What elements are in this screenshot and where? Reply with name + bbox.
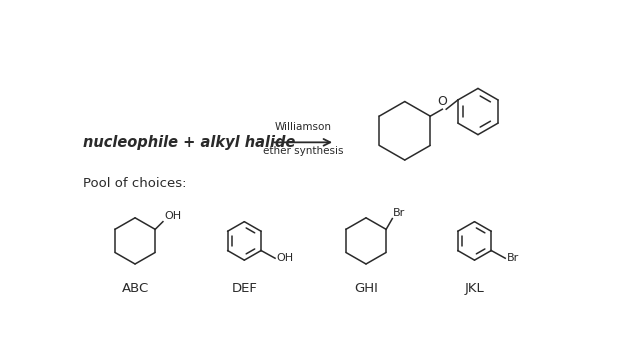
Text: OH: OH — [164, 211, 181, 221]
Text: OH: OH — [276, 253, 294, 263]
Text: ether synthesis: ether synthesis — [263, 146, 344, 156]
Text: JKL: JKL — [465, 282, 484, 295]
Text: Pool of choices:: Pool of choices: — [83, 177, 186, 190]
Text: O: O — [437, 95, 447, 108]
Text: Br: Br — [507, 253, 519, 263]
Text: GHI: GHI — [354, 282, 378, 295]
Text: nucleophile + alkyl halide: nucleophile + alkyl halide — [83, 135, 295, 150]
Text: DEF: DEF — [231, 282, 257, 295]
Text: ABC: ABC — [122, 282, 149, 295]
Text: Williamson: Williamson — [275, 122, 332, 132]
Text: Br: Br — [393, 208, 405, 218]
